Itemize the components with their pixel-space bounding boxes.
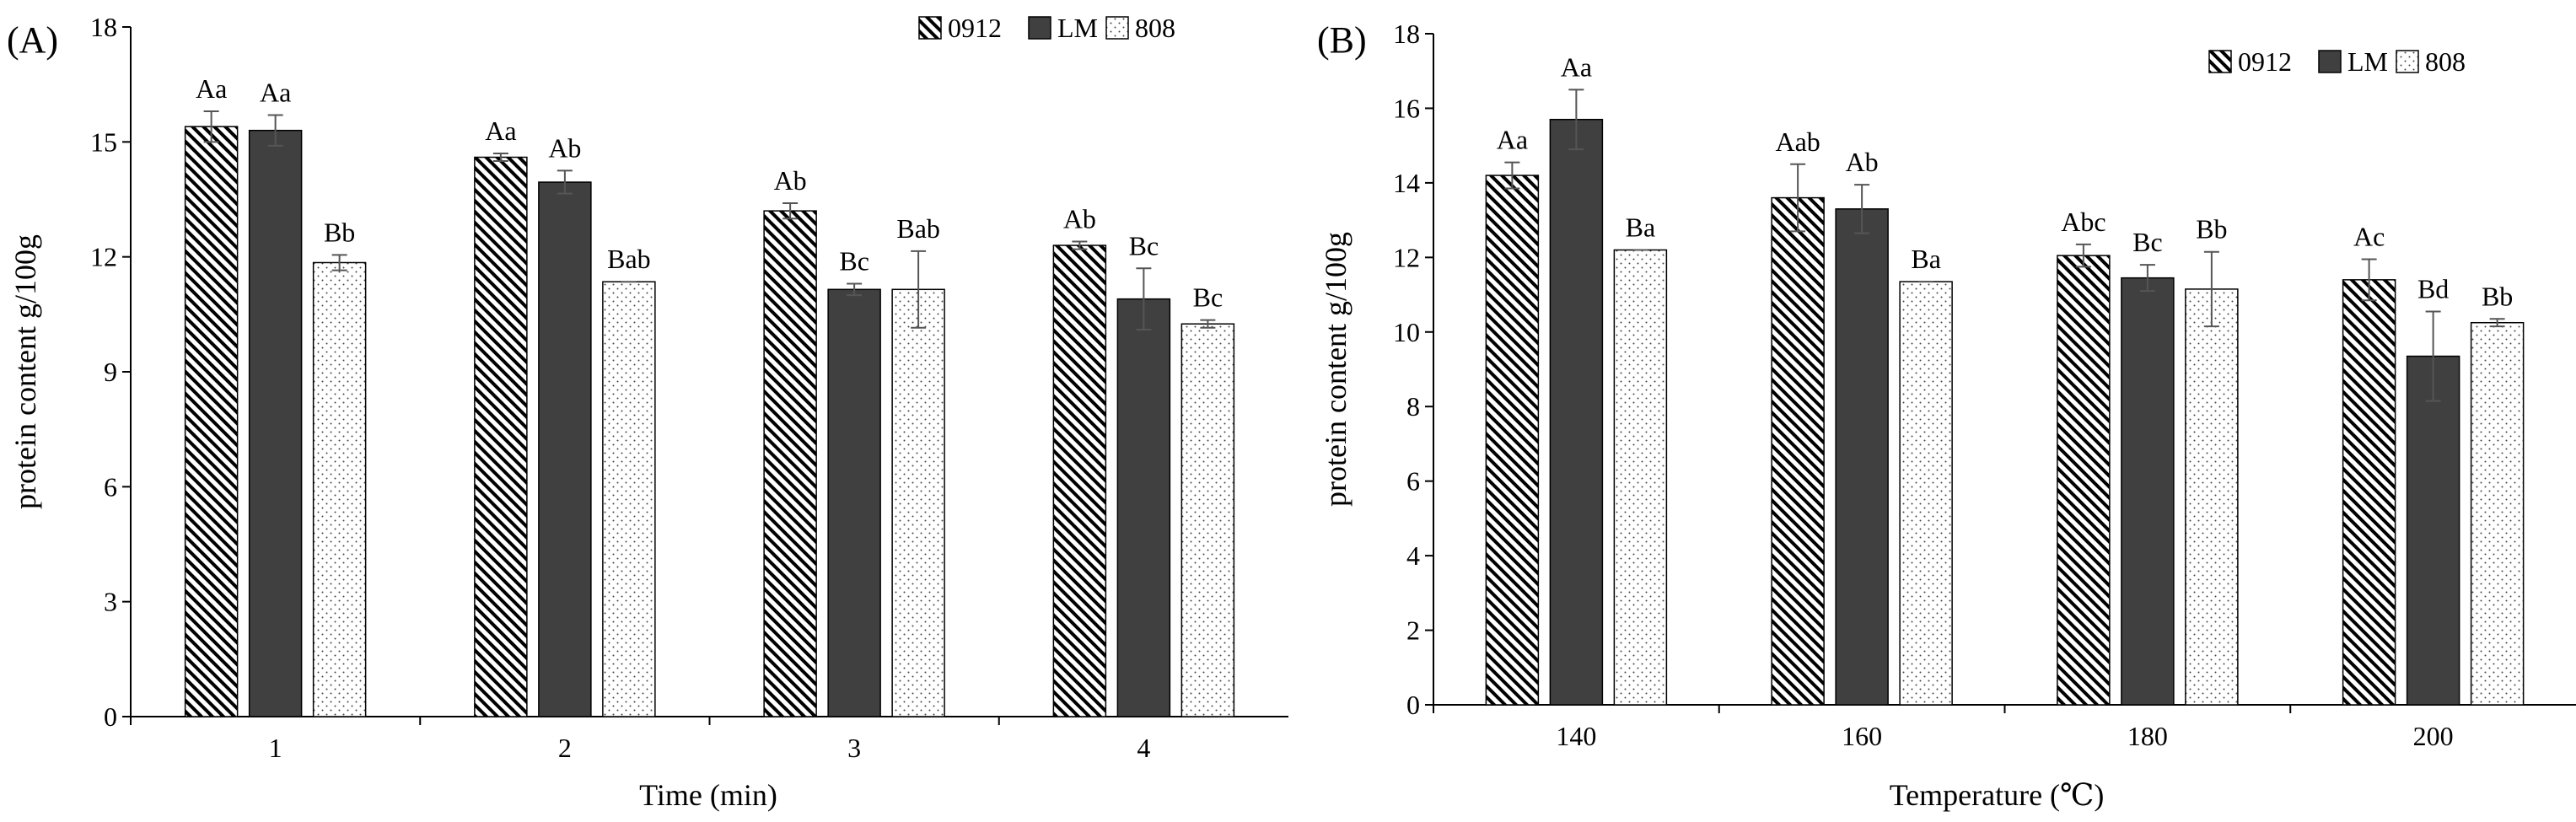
significance-label: Bc (839, 245, 869, 276)
bar-0912 (1052, 244, 1107, 717)
chart-b-content: 0 2 4 6 8 10 12 14 16 18 protein content g/100g Tem… (1317, 19, 2576, 812)
x-tick-label: 200 (2413, 721, 2454, 751)
bar-lm (2406, 355, 2460, 706)
significance-label: Aab (1775, 126, 1820, 157)
y-tick-label: 4 (1406, 540, 1420, 571)
x-tick-label: 2 (558, 733, 572, 763)
legend-swatch-808 (2396, 50, 2419, 73)
y-tick-label: 6 (1406, 466, 1420, 497)
significance-label: Ab (774, 165, 807, 196)
bar-808 (2470, 321, 2525, 706)
significance-label: Aa (1497, 125, 1528, 155)
bar-808 (312, 261, 367, 717)
significance-label: Bab (896, 213, 940, 244)
y-axis-title: protein content g/100g (1319, 232, 1353, 507)
y-tick-label: 6 (104, 471, 117, 502)
y-tick-label: 14 (1393, 168, 1420, 198)
y-tick-label: 2 (1406, 615, 1420, 646)
significance-label: Bab (607, 244, 651, 274)
y-tick-label: 8 (1406, 391, 1420, 422)
y-tick-label: 16 (1393, 93, 1420, 123)
bar-0912 (1771, 196, 1825, 706)
legend-swatch-lm (1028, 16, 1051, 40)
x-axis-title: Time (min) (639, 778, 777, 812)
significance-label: Bc (1193, 282, 1223, 313)
x-axis-title: Temperature (℃) (1890, 778, 2105, 812)
legend-label-0912: 0912 (948, 13, 1002, 43)
significance-label: Ab (1846, 147, 1879, 177)
legend: 0912 LM 808 (918, 13, 1175, 43)
bar-lm (538, 181, 592, 717)
y-tick-label: 10 (1393, 317, 1420, 347)
y-tick-label: 0 (1406, 690, 1420, 720)
significance-label: Aa (1561, 51, 1592, 82)
x-tick-label: 3 (847, 733, 861, 763)
bar-0912 (763, 210, 817, 717)
legend-swatch-0912 (918, 16, 942, 40)
y-tick-label: 0 (104, 701, 117, 732)
significance-label: Aa (196, 73, 227, 104)
legend-swatch-0912 (2208, 50, 2232, 73)
x-tick-label: 140 (1556, 721, 1596, 751)
chart-b-svg: 0 2 4 6 8 10 12 14 16 18 protein content g/100g Tem… (1317, 19, 2576, 812)
legend: 0912 LM 808 (2208, 46, 2466, 77)
x-tick-label: 160 (1842, 721, 1882, 751)
chart-panel-b: 0 2 4 6 8 10 12 14 16 18 protein content g/100g Tem… (1315, 0, 2576, 822)
panel-label: (A) (7, 19, 58, 61)
bar-0912 (2057, 255, 2111, 706)
bar-lm (1116, 298, 1171, 717)
significance-label: Bb (324, 217, 355, 247)
significance-label: Ab (1063, 203, 1096, 234)
y-tick-label: 12 (1393, 242, 1420, 272)
legend-swatch-808 (1105, 16, 1129, 40)
significance-label: Bb (2196, 214, 2227, 244)
y-axis-title: protein content g/100g (8, 234, 42, 509)
legend-label-lm: LM (2347, 46, 2388, 77)
significance-label: Aa (260, 78, 291, 108)
chart-panel-a: 0 3 6 9 12 15 18 protein content g/100g Time (mi… (7, 12, 1288, 812)
x-tick-label: 1 (269, 733, 282, 763)
bar-808 (602, 281, 656, 717)
bar-0912 (1485, 175, 1540, 706)
significance-label: Bc (1129, 230, 1159, 261)
bar-lm (1835, 208, 1889, 706)
significance-label: Ba (1626, 212, 1656, 242)
bar-lm (248, 129, 303, 717)
significance-label: Abc (2061, 207, 2105, 237)
bar-808 (1613, 249, 1668, 706)
y-tick-label: 9 (104, 357, 117, 387)
y-tick-label: 18 (1393, 19, 1420, 49)
bar-0912 (474, 156, 528, 717)
bar-808 (2185, 288, 2239, 706)
significance-label: Bd (2417, 273, 2449, 304)
y-tick-label: 3 (104, 587, 117, 617)
bar-lm (2121, 277, 2175, 706)
x-tick-label: 180 (2127, 721, 2168, 751)
bar-0912 (2342, 279, 2396, 706)
significance-label: Ba (1911, 244, 1941, 274)
bar-808 (891, 288, 945, 717)
bar-lm (827, 288, 881, 717)
significance-label: Aa (485, 116, 516, 146)
legend-swatch-lm (2318, 50, 2342, 73)
bar-0912 (184, 126, 239, 717)
significance-label: Ac (2353, 222, 2385, 252)
significance-label: Bc (2132, 227, 2163, 257)
y-tick-label: 12 (90, 242, 117, 272)
bar-lm (1549, 118, 1604, 706)
legend-label-808: 808 (1135, 13, 1175, 43)
significance-label: Ab (548, 132, 581, 163)
bar-808 (1899, 281, 1953, 706)
legend-label-lm: LM (1057, 13, 1098, 43)
significance-label: Bb (2482, 281, 2513, 311)
panel-label: (B) (1317, 19, 1367, 61)
y-tick-label: 15 (90, 126, 117, 157)
legend-label-808: 808 (2425, 46, 2466, 77)
bar-808 (1180, 323, 1235, 717)
y-tick-label: 18 (90, 12, 117, 42)
x-tick-label: 4 (1137, 733, 1150, 763)
legend-label-0912: 0912 (2238, 46, 2292, 77)
